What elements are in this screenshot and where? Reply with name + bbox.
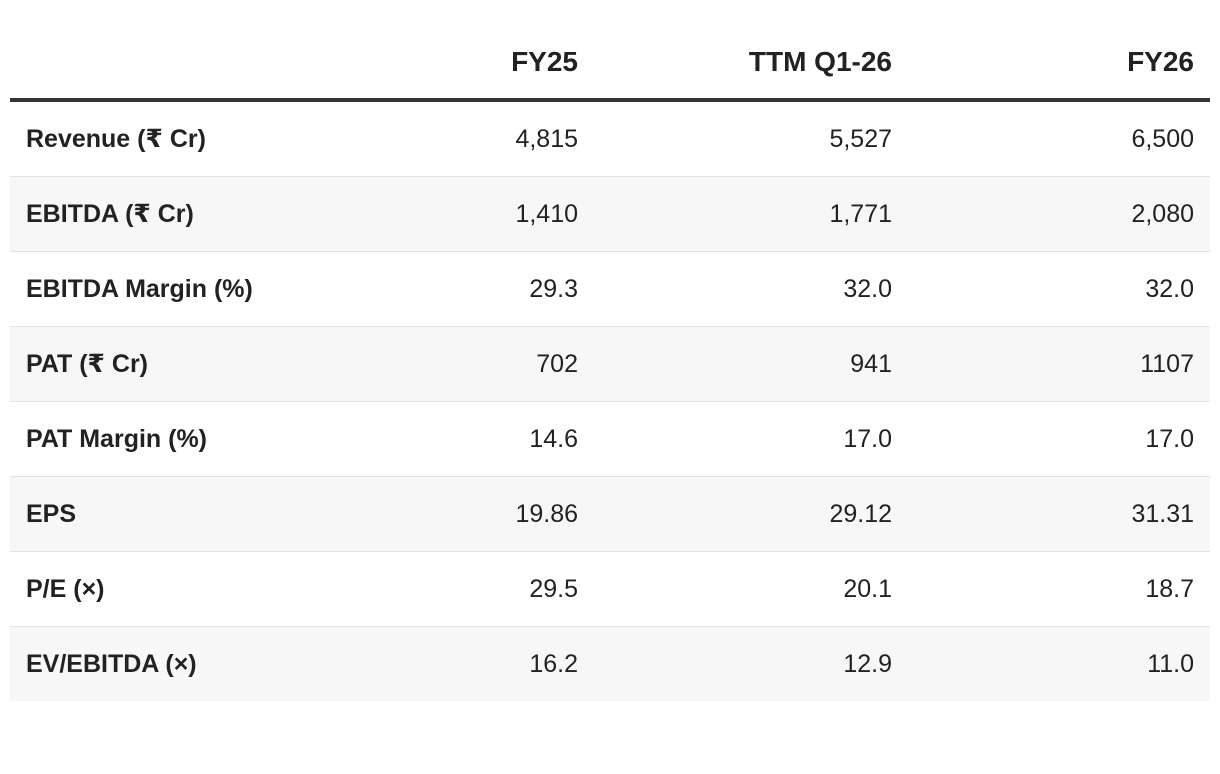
value-cell: 32.0 [908, 251, 1210, 327]
table-row: EBITDA (₹ Cr) 1,410 1,771 2,080 [10, 176, 1210, 252]
table-row: EPS 19.86 29.12 31.31 [10, 476, 1210, 552]
row-label: PAT (₹ Cr) [10, 326, 290, 402]
value-cell: 31.31 [908, 476, 1210, 552]
value-cell: 1,410 [290, 176, 594, 252]
value-cell: 1107 [908, 326, 1210, 402]
value-cell: 4,815 [290, 100, 594, 177]
value-cell: 941 [594, 326, 908, 402]
header-row: FY25 TTM Q1-26 FY26 [10, 26, 1210, 102]
value-cell: 6,500 [908, 100, 1210, 177]
value-cell: 19.86 [290, 476, 594, 552]
value-cell: 2,080 [908, 176, 1210, 252]
header-cell [10, 26, 290, 102]
table-row: EBITDA Margin (%) 29.3 32.0 32.0 [10, 251, 1210, 327]
value-cell: 702 [290, 326, 594, 402]
value-cell: 20.1 [594, 551, 908, 627]
value-cell: 32.0 [594, 251, 908, 327]
value-cell: 29.5 [290, 551, 594, 627]
row-label: P/E (×) [10, 551, 290, 627]
financial-table: FY25 TTM Q1-26 FY26 Revenue (₹ Cr) 4,815 5,5… [10, 26, 1210, 701]
header-cell: FY26 [908, 26, 1210, 102]
row-label: EV/EBITDA (×) [10, 626, 290, 701]
value-cell: 17.0 [594, 401, 908, 477]
value-cell: 11.0 [908, 626, 1210, 701]
header-cell: TTM Q1-26 [594, 26, 908, 102]
value-cell: 1,771 [594, 176, 908, 252]
value-cell: 5,527 [594, 100, 908, 177]
table-row: EV/EBITDA (×) 16.2 12.9 11.0 [10, 626, 1210, 701]
table-row: PAT Margin (%) 14.6 17.0 17.0 [10, 401, 1210, 477]
row-label: EBITDA (₹ Cr) [10, 176, 290, 252]
row-label: Revenue (₹ Cr) [10, 100, 290, 177]
value-cell: 17.0 [908, 401, 1210, 477]
table-row: PAT (₹ Cr) 702 941 1107 [10, 326, 1210, 402]
table-body: Revenue (₹ Cr) 4,815 5,527 6,500 EBITDA (₹ C… [10, 100, 1210, 701]
value-cell: 29.3 [290, 251, 594, 327]
value-cell: 14.6 [290, 401, 594, 477]
table-row: P/E (×) 29.5 20.1 18.7 [10, 551, 1210, 627]
value-cell: 16.2 [290, 626, 594, 701]
table-header: FY25 TTM Q1-26 FY26 [10, 26, 1210, 102]
value-cell: 18.7 [908, 551, 1210, 627]
value-cell: 12.9 [594, 626, 908, 701]
row-label: EPS [10, 476, 290, 552]
row-label: PAT Margin (%) [10, 401, 290, 477]
table-row: Revenue (₹ Cr) 4,815 5,527 6,500 [10, 100, 1210, 177]
row-label: EBITDA Margin (%) [10, 251, 290, 327]
value-cell: 29.12 [594, 476, 908, 552]
header-cell: FY25 [290, 26, 594, 102]
